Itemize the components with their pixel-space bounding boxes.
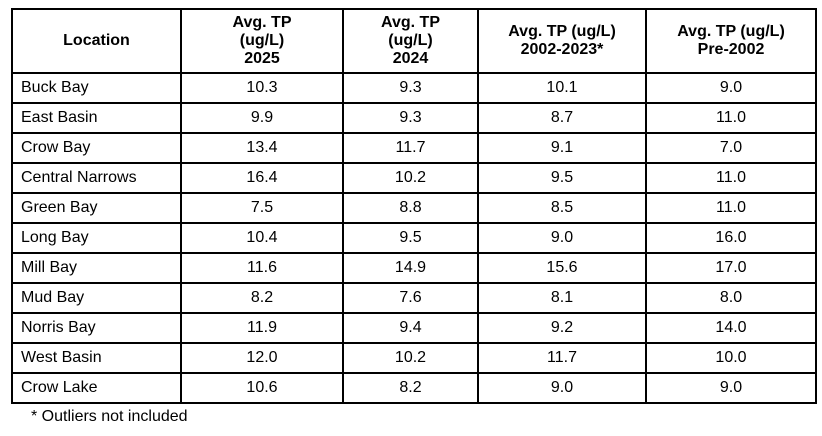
table-row: Crow Bay 13.4 11.7 9.1 7.0 <box>11 132 817 164</box>
location-cell: Mill Bay <box>11 252 182 284</box>
avg-tp-pre-2002-cell: 17.0 <box>645 252 817 284</box>
avg-tp-2024-cell: 7.6 <box>342 282 479 314</box>
phosphorus-table: Location Avg. TP (ug/L) 2025 Avg. TP (ug… <box>11 8 817 404</box>
location-cell: Crow Bay <box>11 132 182 164</box>
avg-tp-2024-cell: 9.4 <box>342 312 479 344</box>
location-cell: Buck Bay <box>11 72 182 104</box>
avg-tp-2025-cell: 10.6 <box>180 372 344 404</box>
location-cell: Crow Lake <box>11 372 182 404</box>
avg-tp-2024-cell: 8.2 <box>342 372 479 404</box>
table-row: Long Bay 10.4 9.5 9.0 16.0 <box>11 222 817 254</box>
avg-tp-pre-2002-cell: 14.0 <box>645 312 817 344</box>
table-row: Buck Bay 10.3 9.3 10.1 9.0 <box>11 72 817 104</box>
avg-tp-2002-2023-cell: 10.1 <box>477 72 647 104</box>
table-row: Crow Lake 10.6 8.2 9.0 9.0 <box>11 372 817 404</box>
location-cell: Long Bay <box>11 222 182 254</box>
avg-tp-2024-cell: 9.5 <box>342 222 479 254</box>
avg-tp-pre-2002-cell: 9.0 <box>645 72 817 104</box>
table-row: Central Narrows 16.4 10.2 9.5 11.0 <box>11 162 817 194</box>
avg-tp-2002-2023-cell: 11.7 <box>477 342 647 374</box>
table-row: East Basin 9.9 9.3 8.7 11.0 <box>11 102 817 134</box>
avg-tp-pre-2002-cell: 16.0 <box>645 222 817 254</box>
table-body: Buck Bay 10.3 9.3 10.1 9.0 East Basin 9.9 9.3 8.… <box>11 72 817 404</box>
table-row: Mill Bay 11.6 14.9 15.6 17.0 <box>11 252 817 284</box>
avg-tp-pre-2002-cell: 11.0 <box>645 102 817 134</box>
avg-tp-pre-2002-cell: 11.0 <box>645 162 817 194</box>
avg-tp-2025-cell: 11.6 <box>180 252 344 284</box>
avg-tp-2002-2023-cell: 8.7 <box>477 102 647 134</box>
location-cell: Central Narrows <box>11 162 182 194</box>
avg-tp-2025-cell: 9.9 <box>180 102 344 134</box>
avg-tp-2024-cell: 8.8 <box>342 192 479 224</box>
avg-tp-2024-cell: 9.3 <box>342 72 479 104</box>
header-location: Location <box>11 8 182 74</box>
avg-tp-2024-cell: 14.9 <box>342 252 479 284</box>
avg-tp-2002-2023-cell: 9.1 <box>477 132 647 164</box>
avg-tp-2002-2023-cell: 9.0 <box>477 222 647 254</box>
header-row: Location Avg. TP (ug/L) 2025 Avg. TP (ug… <box>11 8 817 74</box>
location-cell: Norris Bay <box>11 312 182 344</box>
avg-tp-pre-2002-cell: 9.0 <box>645 372 817 404</box>
location-cell: West Basin <box>11 342 182 374</box>
avg-tp-2002-2023-cell: 9.2 <box>477 312 647 344</box>
table-row: Norris Bay 11.9 9.4 9.2 14.0 <box>11 312 817 344</box>
avg-tp-2025-cell: 10.3 <box>180 72 344 104</box>
avg-tp-pre-2002-cell: 7.0 <box>645 132 817 164</box>
avg-tp-2025-cell: 12.0 <box>180 342 344 374</box>
avg-tp-pre-2002-cell: 10.0 <box>645 342 817 374</box>
avg-tp-2002-2023-cell: 15.6 <box>477 252 647 284</box>
header-avg-tp-pre-2002: Avg. TP (ug/L) Pre-2002 <box>645 8 817 74</box>
header-avg-tp-2025: Avg. TP (ug/L) 2025 <box>180 8 344 74</box>
table-row: West Basin 12.0 10.2 11.7 10.0 <box>11 342 817 374</box>
avg-tp-pre-2002-cell: 8.0 <box>645 282 817 314</box>
avg-tp-2025-cell: 10.4 <box>180 222 344 254</box>
avg-tp-2002-2023-cell: 9.5 <box>477 162 647 194</box>
location-cell: Green Bay <box>11 192 182 224</box>
header-avg-tp-2002-2023: Avg. TP (ug/L) 2002-2023* <box>477 8 647 74</box>
avg-tp-2024-cell: 9.3 <box>342 102 479 134</box>
avg-tp-2025-cell: 7.5 <box>180 192 344 224</box>
avg-tp-2002-2023-cell: 8.1 <box>477 282 647 314</box>
avg-tp-2025-cell: 11.9 <box>180 312 344 344</box>
location-cell: East Basin <box>11 102 182 134</box>
location-cell: Mud Bay <box>11 282 182 314</box>
table-row: Green Bay 7.5 8.8 8.5 11.0 <box>11 192 817 224</box>
avg-tp-2025-cell: 8.2 <box>180 282 344 314</box>
footnote: * Outliers not included <box>31 408 188 425</box>
header-avg-tp-2024: Avg. TP (ug/L) 2024 <box>342 8 479 74</box>
avg-tp-2024-cell: 11.7 <box>342 132 479 164</box>
avg-tp-2024-cell: 10.2 <box>342 162 479 194</box>
avg-tp-2024-cell: 10.2 <box>342 342 479 374</box>
avg-tp-2025-cell: 16.4 <box>180 162 344 194</box>
avg-tp-pre-2002-cell: 11.0 <box>645 192 817 224</box>
avg-tp-2002-2023-cell: 8.5 <box>477 192 647 224</box>
avg-tp-2025-cell: 13.4 <box>180 132 344 164</box>
avg-tp-2002-2023-cell: 9.0 <box>477 372 647 404</box>
table-row: Mud Bay 8.2 7.6 8.1 8.0 <box>11 282 817 314</box>
